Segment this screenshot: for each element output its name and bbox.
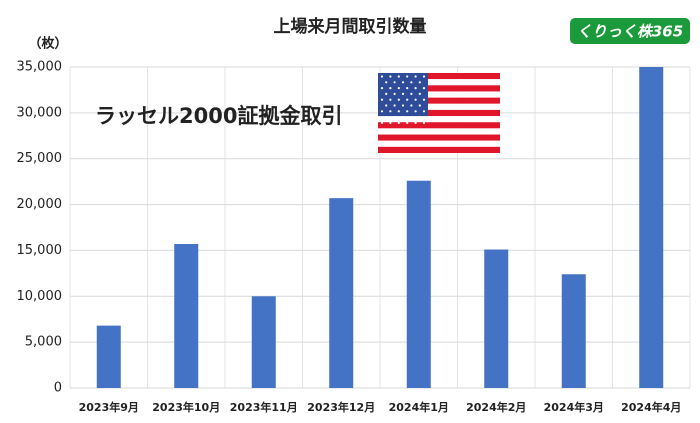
x-tick-label: 2023年11月 xyxy=(230,400,298,414)
flag-stripe xyxy=(378,140,500,147)
flag-star xyxy=(393,116,396,119)
flag-stripe xyxy=(378,79,500,86)
flag-stripe xyxy=(378,134,500,141)
flag-star xyxy=(406,98,409,101)
flag-star xyxy=(418,81,421,84)
flag-star xyxy=(393,81,396,84)
flag-star xyxy=(401,81,405,84)
flag-star xyxy=(380,87,384,90)
flag-star xyxy=(401,104,405,107)
annotation: ラッセル2000証拠金取引 xyxy=(95,104,342,128)
flag-star xyxy=(406,87,409,90)
x-tick-label: 2024年1月 xyxy=(389,400,449,414)
x-tick-label: 2023年10月 xyxy=(152,400,220,414)
flag-star xyxy=(397,121,400,124)
bar xyxy=(96,325,121,388)
x-tick-label: 2024年3月 xyxy=(544,400,604,414)
flag-stripe xyxy=(378,97,500,104)
flag-star xyxy=(380,110,384,113)
flag-star xyxy=(418,116,421,119)
flag-star xyxy=(422,87,426,90)
flag-star xyxy=(389,87,392,90)
flag-star xyxy=(380,98,384,101)
flag-star xyxy=(385,81,388,84)
y-tick-label: 5,000 xyxy=(25,335,62,350)
flag-stripe xyxy=(378,91,500,98)
y-tick-label: 0 xyxy=(54,381,62,396)
x-tick-label: 2024年2月 xyxy=(466,400,526,414)
flag-star xyxy=(380,75,384,78)
flag-stripe xyxy=(378,73,500,80)
bar xyxy=(406,180,431,388)
flag-stripe xyxy=(378,109,500,117)
flag-star xyxy=(393,92,396,95)
y-tick-label: 10,000 xyxy=(17,289,63,304)
flag-star xyxy=(397,87,400,90)
bar xyxy=(174,244,199,388)
flag-star xyxy=(406,110,409,113)
grid xyxy=(69,66,691,389)
flag-star xyxy=(385,92,388,95)
y-tick-label: 15,000 xyxy=(17,243,63,258)
flag-star xyxy=(422,98,426,101)
x-tick-label: 2023年9月 xyxy=(79,400,139,414)
flag-star xyxy=(422,75,426,78)
flag-star xyxy=(414,87,417,90)
flag-star xyxy=(389,98,392,101)
flag-star xyxy=(410,104,413,107)
flag-stripe xyxy=(378,128,500,135)
flag-star xyxy=(422,110,426,113)
flag-star xyxy=(397,75,400,78)
flag-star xyxy=(397,110,400,113)
flag-star xyxy=(389,75,392,78)
flag-star xyxy=(385,116,388,119)
logo-text: くりっく株365 xyxy=(577,23,683,41)
y-unit: （枚） xyxy=(28,36,67,52)
flag-stripe xyxy=(378,85,500,92)
flag-star xyxy=(422,121,426,124)
flag-star xyxy=(389,110,392,113)
flag-star xyxy=(410,92,413,95)
flag-star xyxy=(401,116,405,119)
flag-star xyxy=(380,121,384,124)
flag-star xyxy=(418,104,421,107)
x-tick-label: 2024年4月 xyxy=(621,400,681,414)
flag-stripe xyxy=(378,116,500,123)
flag-star xyxy=(414,98,417,101)
bar xyxy=(484,249,509,388)
y-tick-label: 30,000 xyxy=(17,105,63,120)
flag-star xyxy=(393,104,396,107)
flag-star xyxy=(410,116,413,119)
flag-star xyxy=(414,110,417,113)
flag-star xyxy=(410,81,413,84)
flag-star xyxy=(418,92,421,95)
y-tick-label: 25,000 xyxy=(17,151,63,166)
flag-star xyxy=(406,121,409,124)
chart-title: 上場来月間取引数量 xyxy=(274,16,427,37)
us-flag xyxy=(378,73,500,153)
flag-star xyxy=(414,121,417,124)
bar xyxy=(639,67,664,388)
flag-star xyxy=(406,75,409,78)
y-tick-label: 20,000 xyxy=(17,197,63,212)
flag-stripe xyxy=(378,146,500,153)
flag-star xyxy=(397,98,400,101)
flag-star xyxy=(414,75,417,78)
x-tick-label: 2023年12月 xyxy=(307,400,375,414)
logo: くりっく株365 xyxy=(570,18,690,44)
bar xyxy=(561,274,586,388)
y-tick-label: 35,000 xyxy=(17,60,63,75)
logo-background xyxy=(570,18,690,44)
flag-stripe xyxy=(378,103,500,110)
flag-stripe xyxy=(378,122,500,129)
flag-star xyxy=(389,121,392,124)
bar xyxy=(329,198,354,388)
flag-star xyxy=(385,104,388,107)
flag-star xyxy=(401,92,405,95)
bar xyxy=(251,296,276,388)
